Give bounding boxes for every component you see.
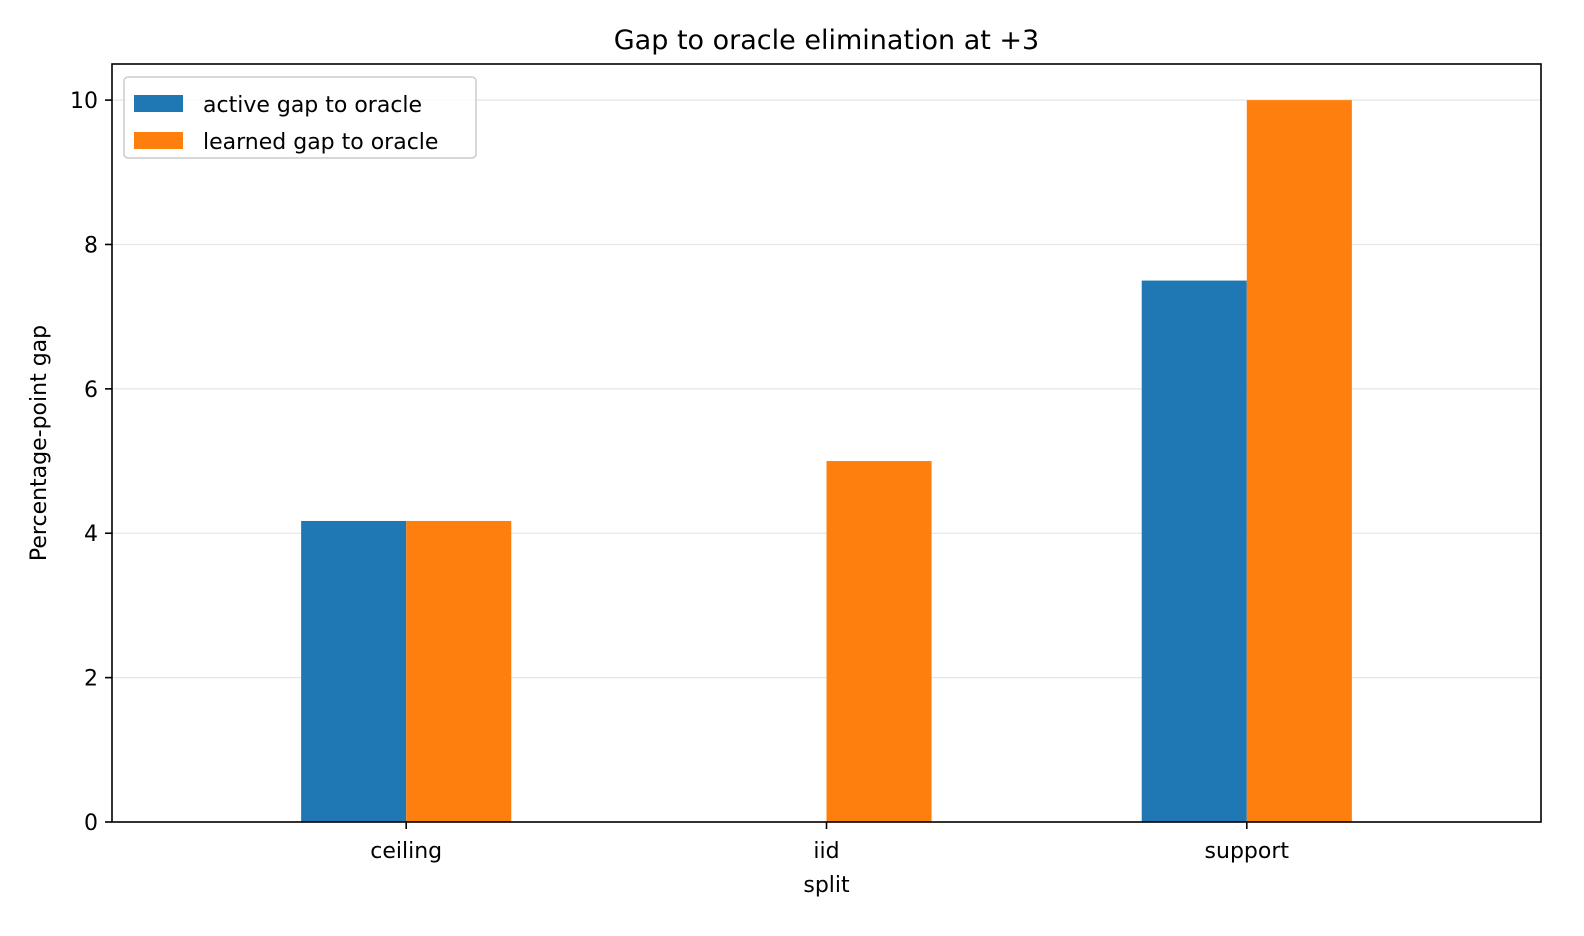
- legend-entry-learned: learned gap to oracle: [203, 130, 438, 155]
- legend-swatch-active: [134, 95, 183, 112]
- y-axis-label: Percentage-point gap: [27, 325, 52, 561]
- y-tick-label: 8: [84, 233, 98, 258]
- x-tick-label-ceiling: ceiling: [370, 839, 442, 864]
- legend-swatch-learned: [134, 132, 183, 149]
- y-tick-label: 0: [84, 811, 98, 836]
- y-tick-label: 6: [84, 378, 98, 403]
- legend-entry-active: active gap to oracle: [203, 93, 422, 118]
- y-tick-label: 10: [70, 89, 98, 114]
- chart-title: Gap to oracle elimination at +3: [614, 25, 1039, 56]
- x-tick-label-iid: iid: [813, 839, 839, 864]
- x-axis-label: split: [803, 873, 850, 898]
- bar-support-active: [1141, 280, 1247, 823]
- y-axis-ticks: 0 2 4 6 8 10: [70, 89, 112, 836]
- bar-support-learned: [1246, 100, 1352, 823]
- x-axis-ticks: ceiling iid support: [370, 822, 1289, 864]
- legend: active gap to oracle learned gap to orac…: [123, 76, 477, 159]
- bars: [301, 100, 1352, 823]
- bar-ceiling-active: [301, 520, 407, 822]
- bar-iid-learned: [826, 461, 932, 822]
- legend-box: [123, 76, 477, 159]
- y-tick-label: 2: [84, 667, 98, 692]
- bar-ceiling-learned: [406, 520, 512, 822]
- y-tick-label: 4: [84, 522, 98, 547]
- x-tick-label-support: support: [1205, 839, 1290, 864]
